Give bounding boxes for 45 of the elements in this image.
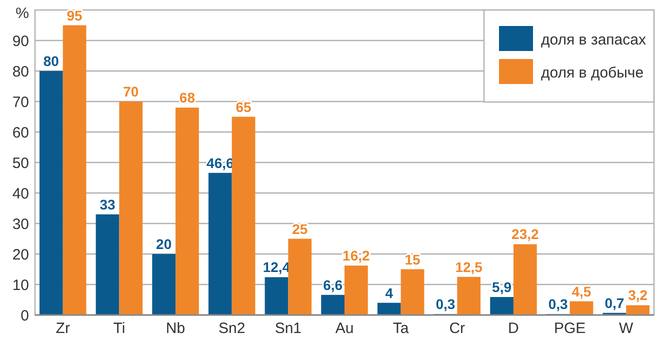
data-label: 80 <box>43 53 60 69</box>
data-label: 23,2 <box>512 226 539 242</box>
data-label: 16,2 <box>342 248 370 264</box>
y-tick-label: 70 <box>12 94 29 111</box>
x-tick-label: Ta <box>392 320 410 337</box>
legend-label: доля в запасах <box>541 31 646 48</box>
x-tick-label: Sn2 <box>218 320 246 337</box>
data-label: 5,9 <box>492 279 512 296</box>
x-tick-label: PGE <box>554 320 586 337</box>
data-label: 95 <box>66 7 83 24</box>
y-tick-label: 40 <box>12 185 29 202</box>
x-tick-label: Au <box>335 320 354 337</box>
data-label: 3,2 <box>628 287 648 304</box>
y-tick-label: 20 <box>12 246 29 264</box>
x-tick-label: Zr <box>56 320 70 337</box>
data-label: 4 <box>385 284 394 301</box>
x-tick-label: W <box>619 320 634 337</box>
x-tick-label: Sn1 <box>274 320 302 337</box>
y-tick-label: 60 <box>12 124 29 142</box>
y-tick-label: 80 <box>12 63 29 80</box>
data-label: 4,5 <box>572 283 592 300</box>
data-label: 6,6 <box>323 276 343 293</box>
y-tick-label: 90 <box>12 32 29 50</box>
y-tick-label: 10 <box>12 276 29 294</box>
data-label: 0,3 <box>548 296 568 312</box>
x-tick-label: Nb <box>166 320 186 337</box>
data-label: 0,7 <box>604 294 624 311</box>
data-label: 65 <box>236 98 252 115</box>
data-label: 0,3 <box>436 296 456 312</box>
x-tick-label: Ti <box>113 320 126 337</box>
data-label: 68 <box>179 90 196 106</box>
x-tick-label: D <box>508 320 520 337</box>
data-label: 33 <box>100 196 116 212</box>
data-label: 70 <box>123 84 139 100</box>
y-tick-label: 0 <box>20 307 29 324</box>
y-tick-label: 50 <box>12 154 29 172</box>
y-tick-label: 30 <box>12 216 29 233</box>
data-label: 46,6 <box>206 154 234 171</box>
x-tick-label: Cr <box>449 320 466 337</box>
legend-label: доля в добыче <box>541 64 644 82</box>
y-axis-title: % <box>16 5 29 22</box>
data-label: 20 <box>156 236 172 252</box>
data-label: 25 <box>292 220 308 237</box>
data-label: 12,5 <box>455 258 483 275</box>
data-label: 15 <box>404 251 421 268</box>
